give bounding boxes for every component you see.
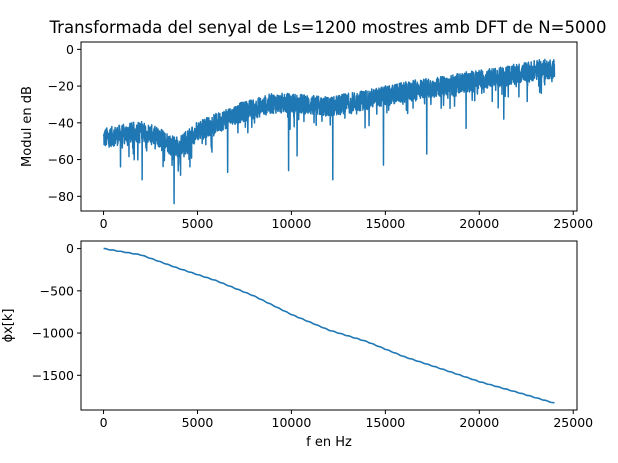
x-tick-label: 0 xyxy=(100,415,108,430)
y-axis-label: Modul en dB xyxy=(20,86,35,167)
y-tick-label: 0 xyxy=(66,42,74,57)
x-tick-label: 20000 xyxy=(459,415,499,430)
x-tick-label: 15000 xyxy=(365,415,405,430)
x-axis-label: f en Hz xyxy=(306,435,352,450)
y-axis-label: ϕx[k] xyxy=(1,309,16,343)
x-tick-label: 0 xyxy=(100,216,108,231)
y-tick-label: −80 xyxy=(48,189,74,204)
x-tick-label: 25000 xyxy=(553,216,593,231)
axes-frame xyxy=(80,240,578,411)
x-tick-label: 20000 xyxy=(459,216,499,231)
phase-line xyxy=(103,247,555,404)
x-tick-label: 15000 xyxy=(365,216,405,231)
x-tick-label: 5000 xyxy=(182,415,214,430)
y-tick-label: −1500 xyxy=(32,368,74,383)
chart-title: Transformada del senyal de Ls=1200 mostr… xyxy=(49,18,607,37)
x-tick-label: 25000 xyxy=(553,415,593,430)
axes-frame xyxy=(80,41,578,212)
x-tick-label: 5000 xyxy=(182,216,214,231)
x-tick-label: 10000 xyxy=(272,415,312,430)
y-tick-label: −60 xyxy=(48,152,74,167)
magnitude-plot: 0 5000 10000 15000 20000 25000 0 −20 −40 −60 −80 Mo… xyxy=(20,41,593,231)
phase-plot: 0 5000 10000 15000 20000 25000 0 −500 −1000 −1500… xyxy=(1,240,593,450)
magnitude-line xyxy=(102,58,556,205)
y-tick-label: 0 xyxy=(66,241,74,256)
y-tick-label: −1000 xyxy=(32,326,74,341)
y-tick-label: −40 xyxy=(48,115,74,130)
y-tick-label: −20 xyxy=(48,79,74,94)
y-tick-label: −500 xyxy=(40,283,74,298)
x-tick-label: 10000 xyxy=(272,216,312,231)
